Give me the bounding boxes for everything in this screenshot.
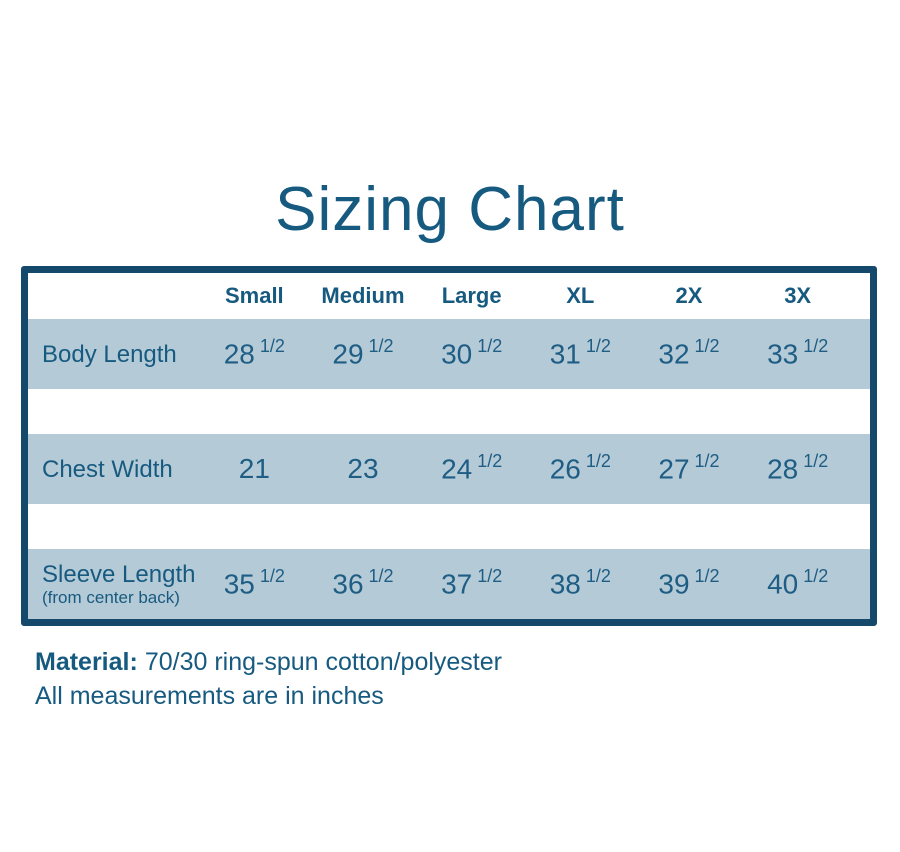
size-value-fraction: 1/2: [694, 451, 720, 472]
size-value-whole: 32: [658, 338, 690, 370]
column-header: Small: [224, 283, 284, 308]
measurements-note: All measurements are in inches: [35, 682, 384, 710]
size-value: 28 1/2: [200, 336, 309, 370]
size-value-whole: 24: [441, 453, 473, 485]
column-header: 3X: [784, 283, 812, 308]
size-value-whole: 28: [223, 338, 255, 370]
material-label: Material:: [35, 648, 138, 676]
size-value-whole: 33: [767, 338, 799, 370]
size-value-fraction: 1/2: [477, 566, 503, 587]
header-row: Small Medium Large XL 2X 3X: [28, 273, 870, 319]
size-value-fraction: 1/2: [477, 336, 503, 357]
row-label: Body Length: [28, 341, 200, 368]
size-value-fraction: 1/2: [477, 451, 503, 472]
size-value: 29 1/2: [309, 336, 418, 370]
size-value-fraction: 1/2: [803, 566, 829, 587]
size-value: 38 1/2: [526, 566, 635, 600]
row-label: Sleeve Length (from center back): [28, 561, 200, 607]
size-value-fraction: 1/2: [694, 566, 720, 587]
size-value-fraction: 1/2: [585, 336, 611, 357]
size-value-fraction: 1/2: [259, 566, 285, 587]
sizing-table: Small Medium Large XL 2X 3X Body Length 28 1/2 2…: [21, 266, 877, 626]
size-value-fraction: 1/2: [803, 451, 829, 472]
table-row: Chest Width 21 23 24 1/2 26 1/2 27 1/2 28 1/2: [28, 434, 870, 504]
size-value-whole: 36: [332, 568, 364, 600]
size-value: 28 1/2: [743, 451, 852, 485]
size-value-whole: 38: [549, 568, 581, 600]
size-value: 26 1/2: [526, 451, 635, 485]
size-value-fraction: 1/2: [368, 566, 394, 587]
size-value: 33 1/2: [743, 336, 852, 370]
size-value-whole: 29: [332, 338, 364, 370]
column-header: Large: [441, 283, 502, 308]
size-value: 30 1/2: [417, 336, 526, 370]
size-value-whole: 30: [441, 338, 473, 370]
footer-notes: Material: 70/30 ring-spun cotton/polyeste…: [35, 645, 502, 713]
row-label: Chest Width: [28, 456, 200, 483]
row-label-sub: (from center back): [42, 588, 180, 607]
row-label-main: Sleeve Length: [42, 561, 196, 588]
size-value: 27 1/2: [635, 451, 744, 485]
size-value-whole: 37: [441, 568, 473, 600]
table-body: Body Length 28 1/2 29 1/2 30 1/2 31 1/2 32 1/2 33 1/…: [28, 319, 870, 619]
material-value: 70/30 ring-spun cotton/polyester: [144, 648, 502, 676]
size-value: 39 1/2: [635, 566, 744, 600]
row-label-main: Body Length: [42, 340, 177, 368]
size-value: 24 1/2: [417, 451, 526, 485]
size-value-whole: 28: [767, 453, 799, 485]
size-value-fraction: 1/2: [585, 451, 611, 472]
size-value-whole: 27: [658, 453, 690, 485]
table-row: Body Length 28 1/2 29 1/2 30 1/2 31 1/2 32 1/2 33 1/…: [28, 319, 870, 389]
column-header: XL: [566, 283, 595, 308]
size-value: 36 1/2: [309, 566, 418, 600]
material-line: Material: 70/30 ring-spun cotton/polyeste…: [35, 645, 502, 679]
size-value-fraction: 1/2: [694, 336, 720, 357]
row-label-main: Chest Width: [42, 455, 173, 483]
size-value-whole: 40: [767, 568, 799, 600]
column-header: 2X: [675, 283, 703, 308]
size-value-fraction: 1/2: [803, 336, 829, 357]
size-value: 21: [238, 453, 270, 484]
size-value: 35 1/2: [200, 566, 309, 600]
size-value-whole: 26: [549, 453, 581, 485]
size-value: 31 1/2: [526, 336, 635, 370]
size-value-fraction: 1/2: [259, 336, 285, 357]
size-value-whole: 35: [223, 568, 255, 600]
size-value-fraction: 1/2: [585, 566, 611, 587]
size-value-fraction: 1/2: [368, 336, 394, 357]
size-value-whole: 31: [549, 338, 581, 370]
spacer-row: [28, 389, 870, 434]
page-title: Sizing Chart: [275, 175, 625, 244]
size-value: 40 1/2: [743, 566, 852, 600]
spacer-row: [28, 504, 870, 549]
size-value: 32 1/2: [635, 336, 744, 370]
table-row: Sleeve Length (from center back) 35 1/2 36 1/…: [28, 549, 870, 619]
size-value: 23: [347, 453, 379, 484]
size-value-whole: 39: [658, 568, 690, 600]
column-header: Medium: [321, 283, 405, 308]
size-value: 37 1/2: [417, 566, 526, 600]
